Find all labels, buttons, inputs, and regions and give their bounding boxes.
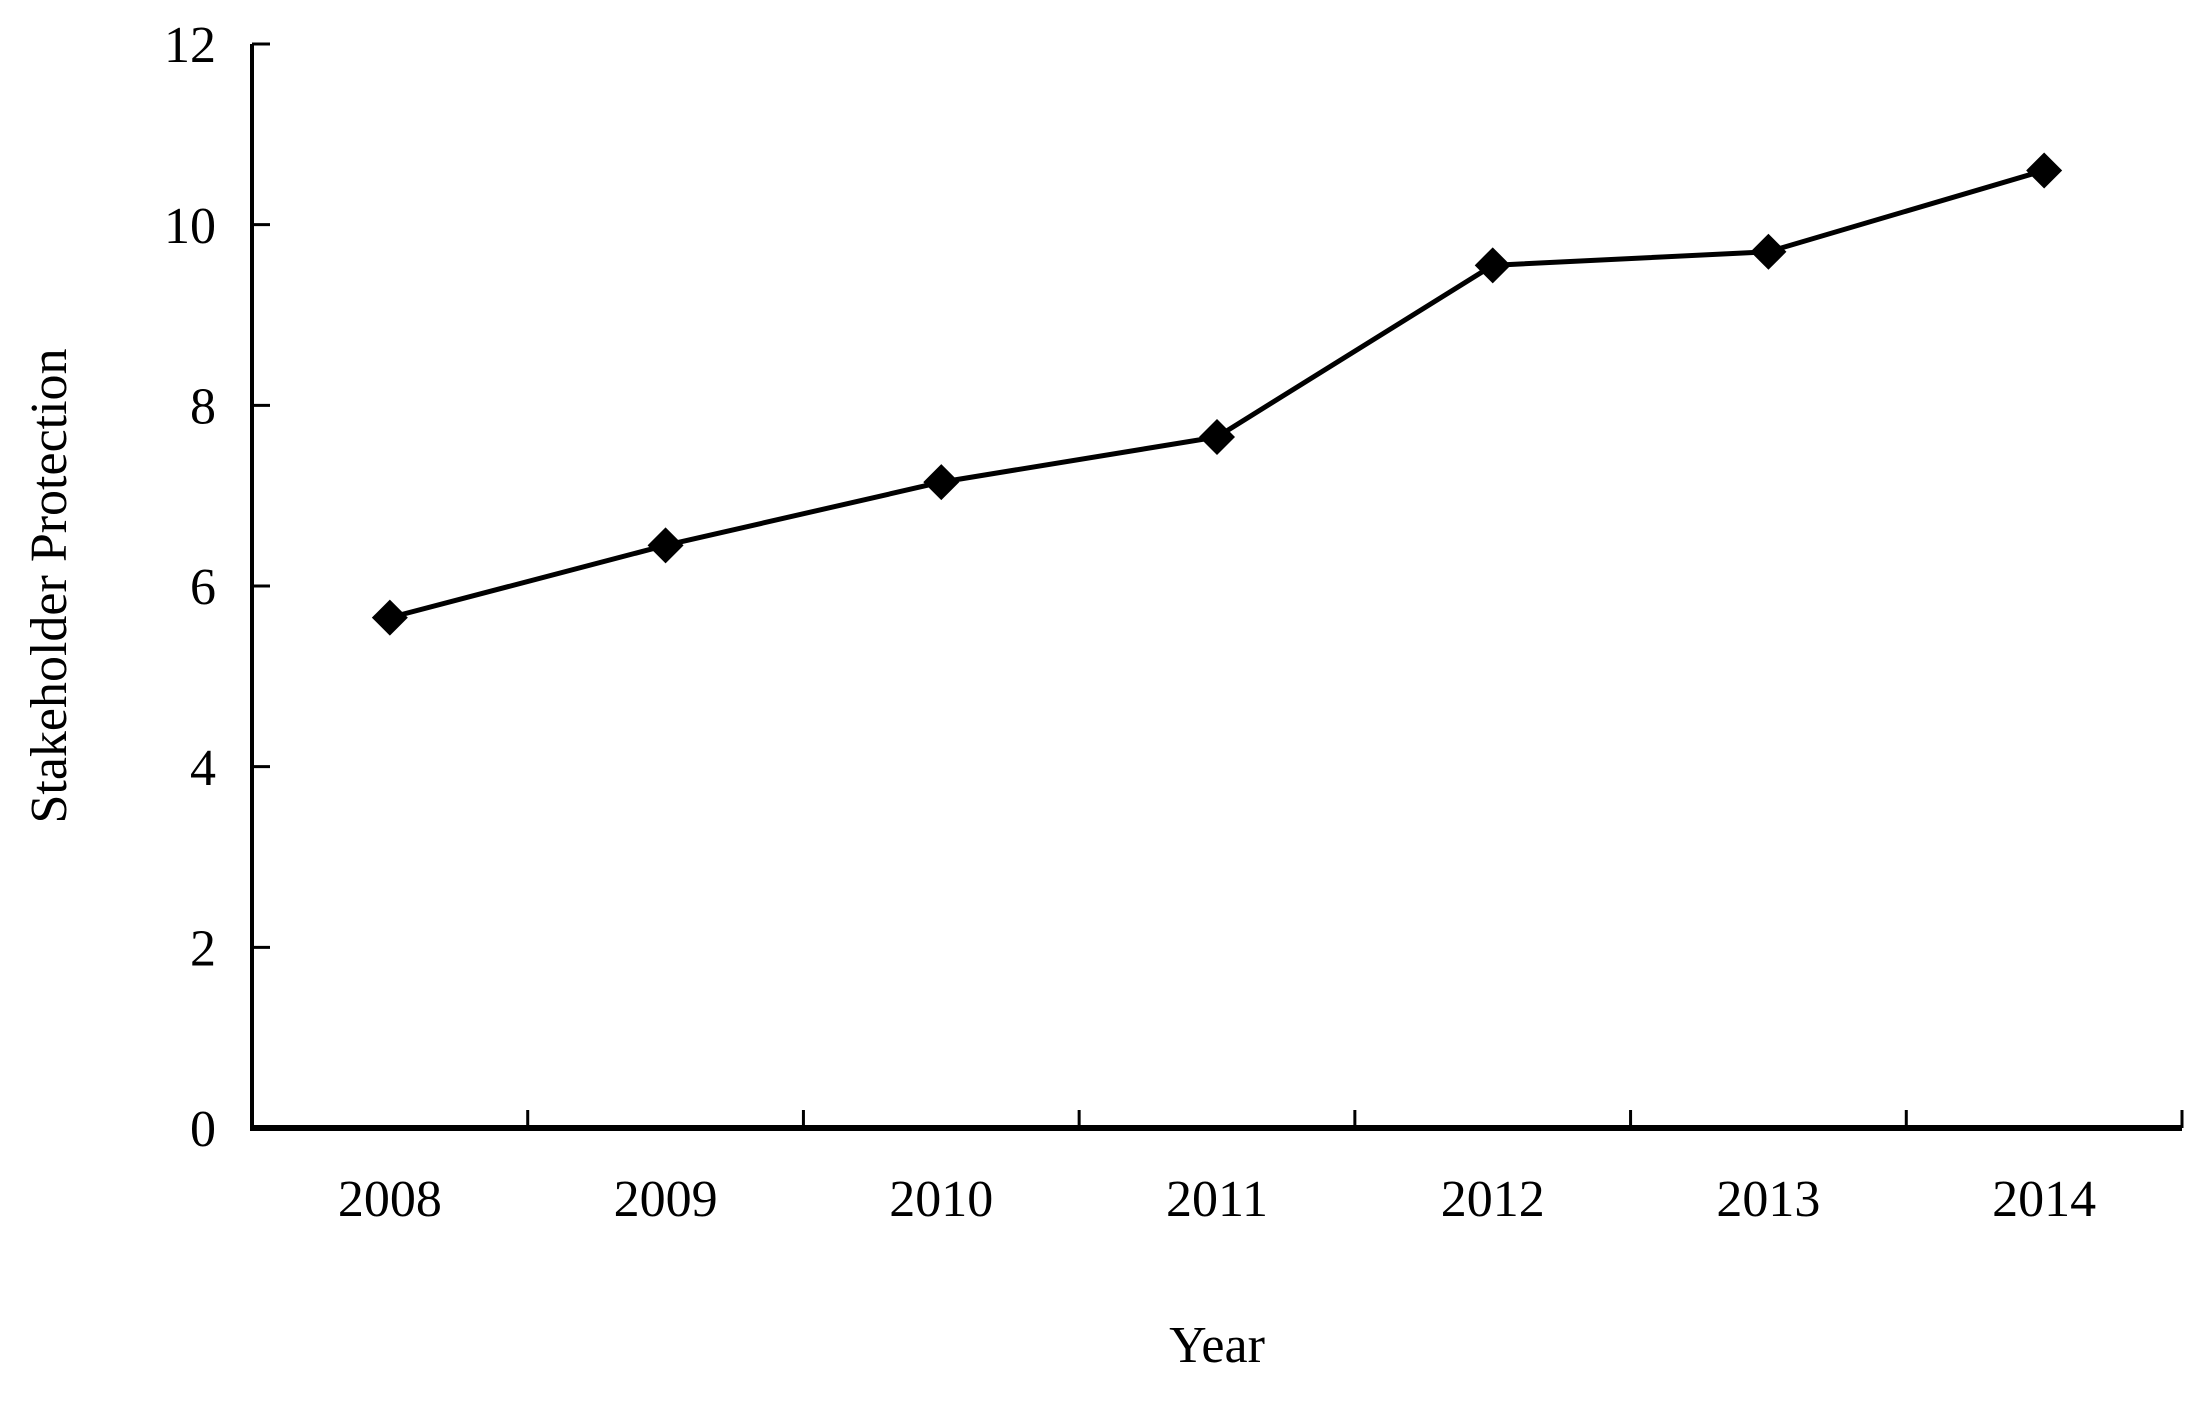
y-axis-tick-labels: 0 2 4 6 8 10 12 — [164, 17, 216, 1158]
x-tick-label: 2010 — [889, 1171, 993, 1228]
y-tick-label: 2 — [190, 921, 216, 978]
data-series-markers — [371, 152, 2063, 636]
data-point-marker — [1199, 418, 1235, 455]
x-tick-label: 2013 — [1716, 1171, 1820, 1228]
x-tick-label: 2008 — [338, 1171, 442, 1228]
y-tick-label: 4 — [190, 740, 216, 797]
data-point-marker — [1750, 233, 1787, 270]
data-series-line — [389, 168, 2045, 621]
y-tick-label: 6 — [190, 559, 216, 616]
y-axis-ticks — [252, 42, 270, 1130]
data-point-marker — [371, 599, 408, 636]
x-tick-label: 2009 — [614, 1171, 718, 1228]
x-axis-tick-labels: 2008 2009 2010 2011 2012 2013 2014 — [338, 1171, 2096, 1228]
x-tick-label: 2014 — [1992, 1171, 2096, 1228]
y-tick-label: 0 — [190, 1101, 216, 1158]
x-axis-title: Year — [1169, 1317, 1265, 1374]
y-tick-label: 12 — [164, 17, 216, 74]
x-tick-label: 2011 — [1166, 1171, 1268, 1228]
data-point-marker — [923, 464, 960, 501]
y-tick-label: 8 — [190, 379, 216, 436]
data-point-marker — [647, 527, 684, 564]
data-point-marker — [1474, 247, 1511, 284]
y-tick-label: 10 — [164, 198, 216, 255]
y-axis-title: Stakeholder Protection — [21, 348, 78, 823]
x-tick-label: 2012 — [1441, 1171, 1545, 1228]
data-point-marker — [2026, 152, 2063, 189]
